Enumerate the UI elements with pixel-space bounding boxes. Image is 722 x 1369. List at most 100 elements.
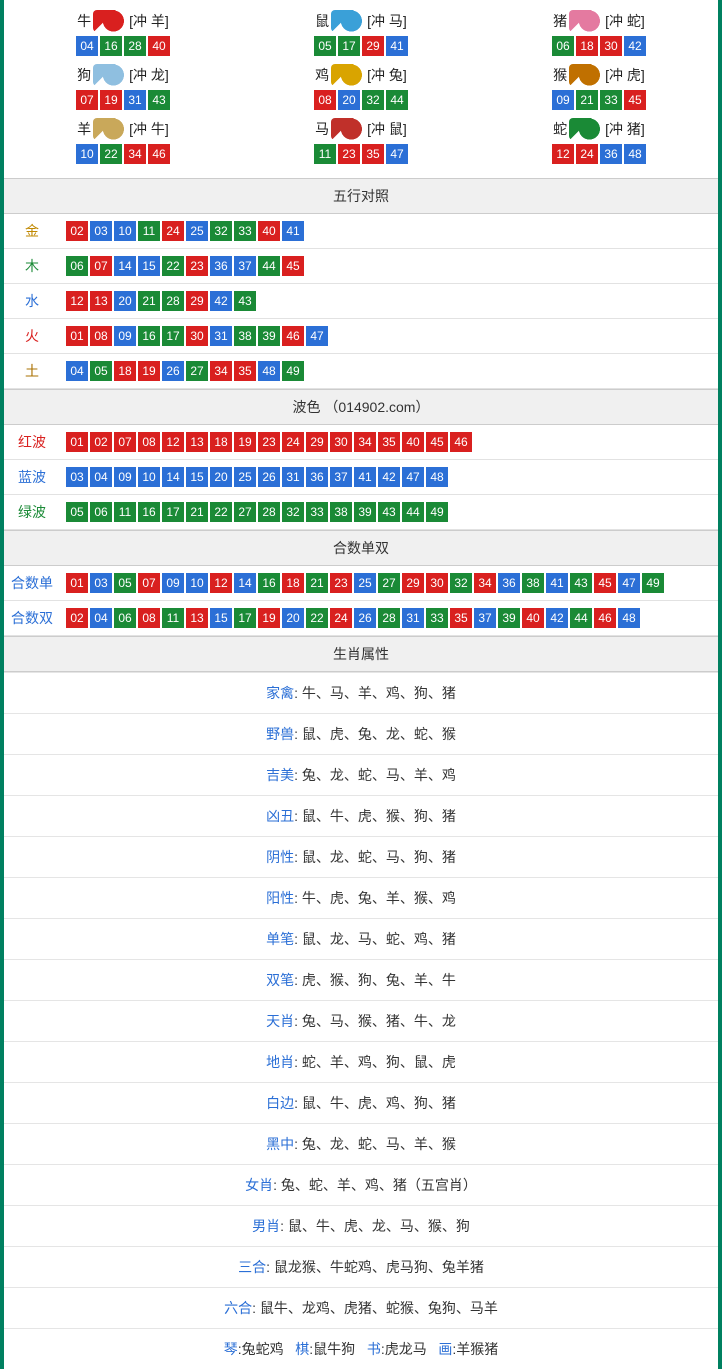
number-chip: 47 [618, 573, 640, 593]
attr-row: 男肖: 鼠、牛、虎、龙、马、猴、狗 [4, 1205, 718, 1246]
number-chip: 35 [234, 361, 256, 381]
attr-row: 阳性: 牛、虎、兔、羊、猴、鸡 [4, 877, 718, 918]
zodiac-cell: 狗 [冲 龙] 07193143 [4, 60, 242, 114]
number-chip: 04 [66, 361, 88, 381]
zodiac-name: 猪 [553, 11, 567, 31]
attr-val: 兔、蛇、羊、鸡、猪（五宫肖） [281, 1177, 477, 1193]
table-row: 木 06071415222336374445 [4, 249, 718, 284]
zodiac-clash: [冲 虎] [605, 65, 645, 85]
zodiac-icon [93, 64, 127, 86]
shuxing-footer: 琴:兔蛇鸡 棋:鼠牛狗 书:虎龙马 画:羊猴猪 [4, 1328, 718, 1369]
number-chip: 36 [600, 144, 622, 164]
shuxing-list: 家禽: 牛、马、羊、鸡、狗、猪 野兽: 鼠、虎、兔、龙、蛇、猴 吉美: 兔、龙、… [4, 672, 718, 1328]
number-chip: 19 [138, 361, 160, 381]
number-chip: 23 [338, 144, 360, 164]
attr-row: 女肖: 兔、蛇、羊、鸡、猪（五宫肖） [4, 1164, 718, 1205]
number-chip: 49 [642, 573, 664, 593]
number-chip: 39 [498, 608, 520, 628]
attr-key: 双笔 [266, 972, 294, 988]
number-chip: 30 [600, 36, 622, 56]
number-chip: 42 [624, 36, 646, 56]
number-chip: 19 [100, 90, 122, 110]
row-nums: 02031011242532334041 [60, 214, 718, 249]
number-chip: 35 [378, 432, 400, 452]
attr-sep: : [252, 1300, 260, 1316]
number-chip: 34 [210, 361, 232, 381]
zodiac-name: 鼠 [315, 11, 329, 31]
attr-val: 牛、马、羊、鸡、狗、猪 [302, 685, 456, 701]
number-chip: 22 [100, 144, 122, 164]
number-chip: 06 [90, 502, 112, 522]
number-chip: 10 [186, 573, 208, 593]
zodiac-head: 鼠 [冲 马] [242, 10, 480, 32]
attr-row: 六合: 鼠牛、龙鸡、虎猪、蛇猴、兔狗、马羊 [4, 1287, 718, 1328]
row-nums: 0204060811131517192022242628313335373940… [60, 601, 718, 636]
number-chip: 27 [234, 502, 256, 522]
zodiac-cell: 蛇 [冲 猪] 12243648 [480, 114, 718, 168]
number-chip: 31 [124, 90, 146, 110]
attr-val: 兔、龙、蛇、马、羊、鸡 [302, 767, 456, 783]
number-chip: 15 [138, 256, 160, 276]
zodiac-name: 蛇 [553, 119, 567, 139]
number-chip: 17 [338, 36, 360, 56]
attr-val: 鼠、牛、虎、龙、马、猴、狗 [288, 1218, 470, 1234]
number-chip: 38 [330, 502, 352, 522]
number-chip: 08 [138, 432, 160, 452]
table-row: 红波 0102070812131819232429303435404546 [4, 425, 718, 460]
row-label: 金 [4, 214, 60, 249]
table-row: 绿波 05061116172122272832333839434449 [4, 495, 718, 530]
number-chip: 04 [90, 467, 112, 487]
attr-row: 黑中: 兔、龙、蛇、马、羊、猴 [4, 1123, 718, 1164]
zodiac-clash: [冲 龙] [129, 65, 169, 85]
number-chip: 32 [362, 90, 384, 110]
number-chip: 20 [210, 467, 232, 487]
number-chip: 24 [282, 432, 304, 452]
zodiac-head: 狗 [冲 龙] [4, 64, 242, 86]
number-chip: 16 [138, 326, 160, 346]
number-chip: 30 [186, 326, 208, 346]
row-label: 绿波 [4, 495, 60, 530]
zodiac-head: 马 [冲 鼠] [242, 118, 480, 140]
number-chip: 05 [66, 502, 88, 522]
section-header-bose: 波色 （014902.com） [4, 389, 718, 425]
row-label: 蓝波 [4, 460, 60, 495]
number-chip: 03 [90, 573, 112, 593]
attr-sep: : [294, 931, 302, 947]
number-chip: 04 [90, 608, 112, 628]
number-chip: 37 [330, 467, 352, 487]
number-chip: 30 [330, 432, 352, 452]
zodiac-head: 猪 [冲 蛇] [480, 10, 718, 32]
attr-key: 单笔 [266, 931, 294, 947]
row-label: 合数单 [4, 566, 60, 601]
number-chip: 06 [114, 608, 136, 628]
number-chip: 45 [624, 90, 646, 110]
number-chip: 21 [138, 291, 160, 311]
zodiac-nums: 09213345 [480, 90, 718, 110]
number-chip: 45 [282, 256, 304, 276]
number-chip: 09 [162, 573, 184, 593]
attr-key: 家禽 [266, 685, 294, 701]
attr-sep: : [280, 1218, 288, 1234]
number-chip: 42 [378, 467, 400, 487]
zodiac-head: 羊 [冲 牛] [4, 118, 242, 140]
attr-sep: : [294, 726, 302, 742]
attr-sep: : [294, 1054, 302, 1070]
number-chip: 33 [306, 502, 328, 522]
number-chip: 02 [66, 221, 88, 241]
zodiac-icon [93, 10, 127, 32]
number-chip: 04 [76, 36, 98, 56]
row-nums: 0108091617303138394647 [60, 319, 718, 354]
number-chip: 25 [354, 573, 376, 593]
attr-sep: : [273, 1177, 281, 1193]
number-chip: 01 [66, 573, 88, 593]
attr-val: 鼠龙猴、牛蛇鸡、虎马狗、兔羊猪 [274, 1259, 484, 1275]
attr-row: 天肖: 兔、马、猴、猪、牛、龙 [4, 1000, 718, 1041]
number-chip: 47 [402, 467, 424, 487]
number-chip: 31 [402, 608, 424, 628]
zodiac-icon [93, 118, 127, 140]
number-chip: 37 [234, 256, 256, 276]
attr-row: 双笔: 虎、猴、狗、兔、羊、牛 [4, 959, 718, 1000]
number-chip: 10 [114, 221, 136, 241]
number-chip: 01 [66, 326, 88, 346]
section-header-shuxing: 生肖属性 [4, 636, 718, 672]
